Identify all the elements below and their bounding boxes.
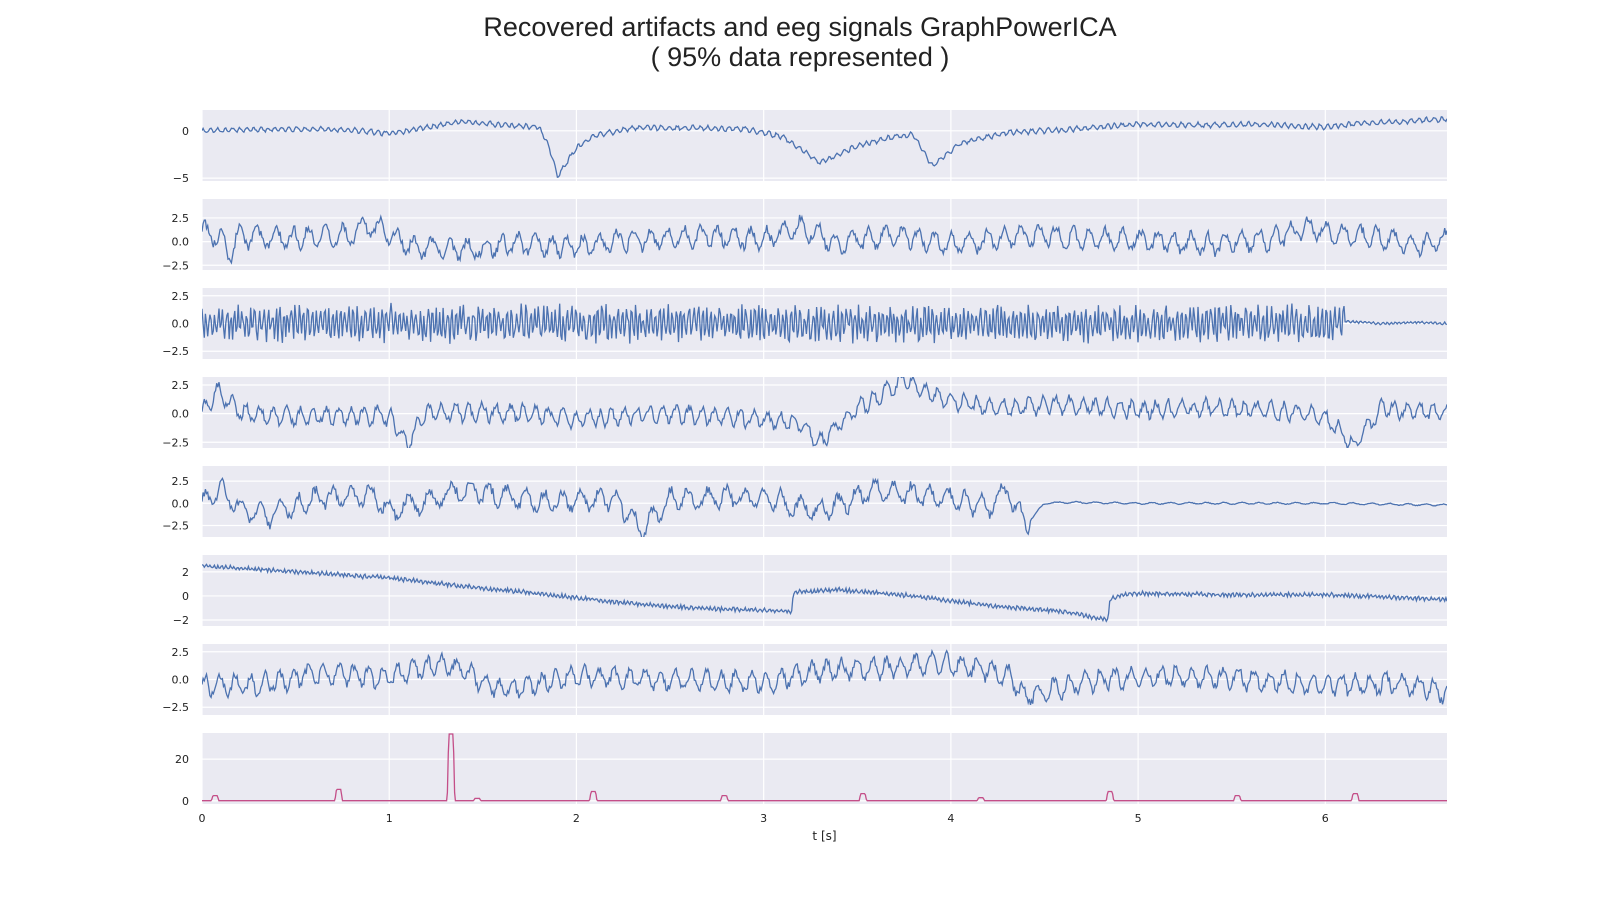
panel-7-ytick-label: −2.5 [162, 701, 189, 714]
x-tick-label: 2 [573, 812, 580, 825]
panel-5-ytick-label: 2.5 [172, 475, 190, 488]
panel-6-ytick-label: −2 [173, 614, 189, 627]
panel-1-trace [202, 115, 1447, 179]
panel-5-trace [202, 476, 1447, 537]
panel-4-trace [202, 377, 1447, 448]
panel-1-ytick-label: 0 [182, 125, 189, 138]
chart-title: Recovered artifacts and eeg signals Grap… [483, 12, 1117, 42]
panel-7-trace [202, 648, 1447, 706]
x-axis-label: t [s] [812, 829, 836, 843]
panel-6-trace [202, 563, 1447, 623]
panel-3-ytick-label: −2.5 [162, 345, 189, 358]
panel-8-trace [202, 733, 1447, 802]
panel-3-ytick-label: 2.5 [172, 290, 190, 303]
panel-4-background [202, 377, 1447, 448]
panel-6-ytick-label: 2 [182, 566, 189, 579]
x-tick-label: 4 [947, 812, 954, 825]
panel-3-trace [202, 302, 1447, 344]
panel-2-ytick-label: 0.0 [172, 236, 190, 249]
panel-7-ytick-label: 2.5 [172, 646, 190, 659]
chart-subtitle: ( 95% data represented ) [650, 42, 950, 72]
panel-1-background [202, 110, 1447, 181]
panel-4-ytick-label: −2.5 [162, 436, 189, 449]
x-tick-label: 6 [1322, 812, 1329, 825]
panel-8-ytick-label: 0 [182, 795, 189, 808]
x-tick-label: 3 [760, 812, 767, 825]
panel-3-ytick-label: 0.0 [172, 318, 190, 331]
panel-4-ytick-label: 2.5 [172, 379, 190, 392]
panel-1-ytick-label: −5 [173, 172, 189, 185]
panel-4-ytick-label: 0.0 [172, 408, 190, 421]
panel-6-ytick-label: 0 [182, 590, 189, 603]
panel-2-ytick-label: −2.5 [162, 259, 189, 272]
x-tick-label: 0 [199, 812, 206, 825]
panel-8-background [202, 733, 1447, 804]
panel-2-trace [202, 214, 1447, 265]
panel-2-ytick-label: 2.5 [172, 212, 190, 225]
x-tick-label: 1 [386, 812, 393, 825]
panel-8-ytick-label: 20 [175, 753, 189, 766]
panel-7-ytick-label: 0.0 [172, 674, 190, 687]
panel-5-ytick-label: 0.0 [172, 497, 190, 510]
x-tick-label: 5 [1135, 812, 1142, 825]
panel-5-ytick-label: −2.5 [162, 519, 189, 532]
